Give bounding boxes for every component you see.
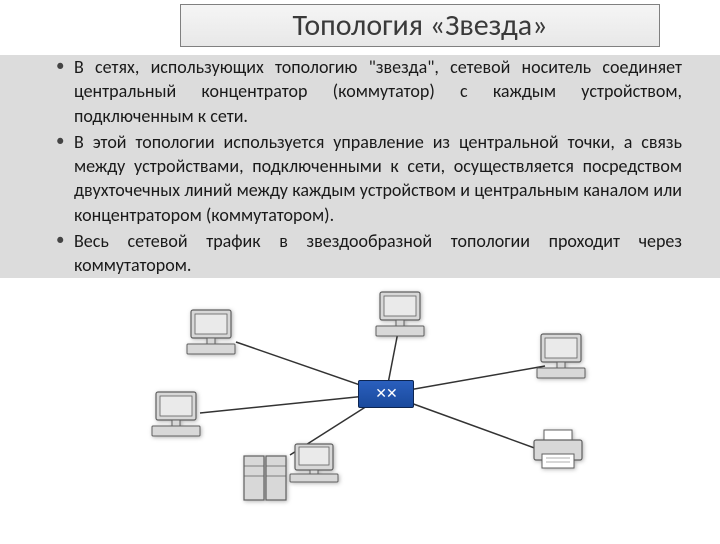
page-title: Топология «Звезда» (191, 7, 649, 44)
server-node (240, 442, 340, 509)
bullet-text: Весь сетевой трафик в звездообразной топ… (74, 229, 682, 278)
title-container: Топология «Звезда» (180, 4, 660, 47)
monitor-node (374, 290, 426, 345)
bullet-list: •В сетях, использующих топологию "звезда… (38, 55, 682, 278)
hub-icon: ✕✕ (375, 385, 396, 402)
content-block: •В сетях, использующих топологию "звезда… (0, 55, 720, 278)
monitor-node (150, 390, 202, 445)
hub-node: ✕✕ (358, 380, 414, 408)
bullet-text: В этой топологии используется управление… (74, 130, 682, 227)
list-item: •Весь сетевой трафик в звездообразной то… (38, 229, 682, 278)
bullet-text: В сетях, использующих топологию "звезда"… (74, 55, 682, 128)
bullet-icon: • (56, 55, 74, 128)
bullet-icon: • (56, 130, 74, 227)
list-item: •В сетях, использующих топологию "звезда… (38, 55, 682, 128)
bullet-icon: • (56, 229, 74, 278)
monitor-node (185, 308, 237, 363)
list-item: •В этой топологии используется управлени… (38, 130, 682, 227)
printer-node (530, 428, 586, 477)
network-diagram: ✕✕ (0, 280, 720, 512)
monitor-node (535, 332, 587, 387)
